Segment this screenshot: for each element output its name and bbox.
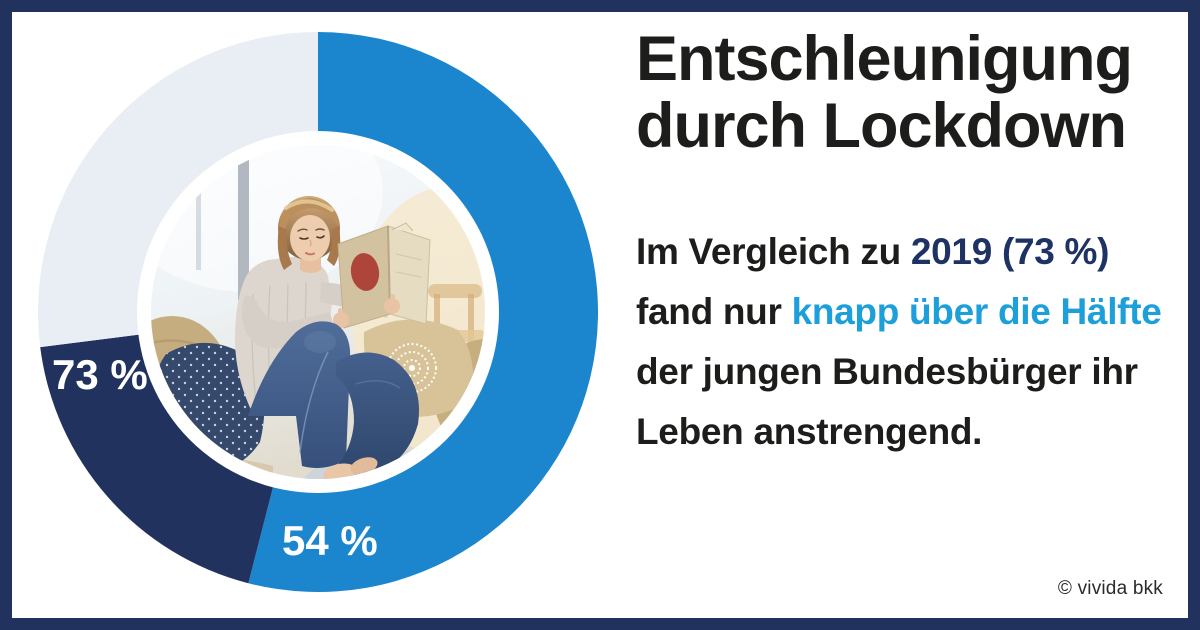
body-line: Im Vergleich zu 2019 (73 %) xyxy=(636,231,1110,272)
title-line-1: Entschleunigung xyxy=(636,24,1133,94)
body-line: der jungen Bundesbürger ihr xyxy=(636,351,1138,392)
body-line: fand nur knapp über die Hälfte xyxy=(636,291,1162,332)
title-line-2: durch Lockdown xyxy=(636,91,1127,161)
page-title: Entschleunigung durch Lockdown xyxy=(636,24,1133,161)
donut-label-73: 73 % xyxy=(52,351,148,398)
copyright-credit: © vivida bkk xyxy=(1057,578,1163,599)
donut-chart-svg xyxy=(38,32,598,592)
donut-label-54: 54 % xyxy=(282,517,378,564)
donut-chart: 73 % 54 % xyxy=(38,32,598,592)
body-line: Leben anstrengend. xyxy=(636,411,983,452)
body-text: Im Vergleich zu 2019 (73 %) fand nur knap… xyxy=(636,222,1162,462)
